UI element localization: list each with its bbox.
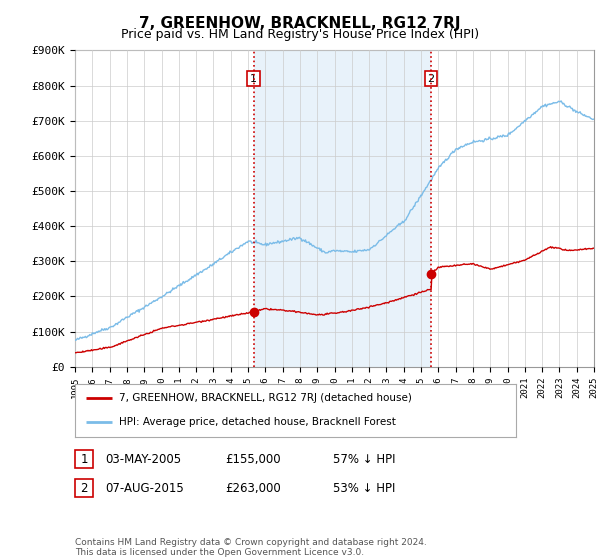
Text: 2: 2 [80,482,88,495]
Bar [254,50,431,367]
Text: 1: 1 [250,73,257,83]
Text: 2: 2 [427,73,434,83]
Text: 1: 1 [80,452,88,466]
Text: £263,000: £263,000 [225,482,281,495]
Text: 7, GREENHOW, BRACKNELL, RG12 7RJ (detached house): 7, GREENHOW, BRACKNELL, RG12 7RJ (detach… [119,393,412,403]
Text: 03-MAY-2005: 03-MAY-2005 [105,452,181,466]
Text: 57% ↓ HPI: 57% ↓ HPI [333,452,395,466]
Text: 53% ↓ HPI: 53% ↓ HPI [333,482,395,495]
Text: Price paid vs. HM Land Registry's House Price Index (HPI): Price paid vs. HM Land Registry's House … [121,28,479,41]
Text: HPI: Average price, detached house, Bracknell Forest: HPI: Average price, detached house, Brac… [119,417,396,427]
Text: 7, GREENHOW, BRACKNELL, RG12 7RJ: 7, GREENHOW, BRACKNELL, RG12 7RJ [139,16,461,31]
Text: £155,000: £155,000 [225,452,281,466]
Text: Contains HM Land Registry data © Crown copyright and database right 2024.
This d: Contains HM Land Registry data © Crown c… [75,538,427,557]
Text: 07-AUG-2015: 07-AUG-2015 [105,482,184,495]
